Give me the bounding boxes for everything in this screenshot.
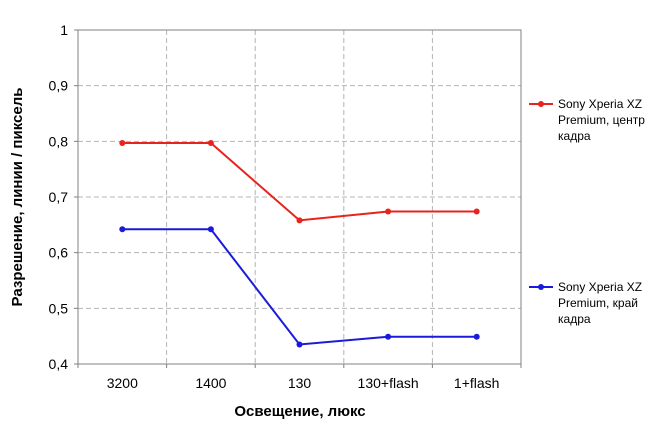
- data-point: [207, 140, 214, 147]
- series-1: [119, 140, 480, 224]
- x-axis: 3200 1400 130 130+flash 1+flash: [77, 364, 522, 391]
- y-tick-label: 0,7: [49, 189, 69, 205]
- x-tick-label: 3200: [107, 375, 138, 391]
- data-point: [385, 333, 392, 340]
- x-tick-label: 130: [288, 375, 312, 391]
- y-tick-label: 0,9: [49, 78, 69, 94]
- series-line: [122, 228, 477, 346]
- legend-label: кадра: [558, 129, 591, 143]
- data-point: [473, 333, 480, 340]
- data-point: [296, 341, 303, 348]
- legend-item-2: Sony Xperia XZ Premium, край кадра: [529, 280, 642, 326]
- legend-label: Premium, край: [558, 296, 638, 310]
- x-tick-label: 1400: [195, 375, 226, 391]
- y-tick-label: 1: [60, 22, 68, 38]
- data-point: [296, 217, 303, 224]
- y-tick-label: 0,8: [49, 133, 69, 149]
- series: [119, 140, 480, 348]
- data-point: [385, 208, 392, 215]
- y-tick-label: 0,6: [49, 245, 69, 261]
- y-tick-label: 0,5: [49, 300, 69, 316]
- x-tick-label: 130+flash: [358, 375, 419, 391]
- legend-swatch-marker: [538, 284, 544, 290]
- series-2: [119, 226, 480, 348]
- legend-label: Sony Xperia XZ: [558, 280, 642, 294]
- y-tick-label: 0,4: [49, 356, 69, 372]
- x-axis-title: Освещение, люкс: [234, 403, 365, 420]
- series-line: [122, 142, 477, 222]
- grid: [78, 30, 521, 364]
- legend-swatch-marker: [538, 101, 544, 107]
- x-tick-label: 1+flash: [454, 375, 500, 391]
- legend-label: Premium, центр: [558, 113, 645, 127]
- data-point: [119, 226, 126, 233]
- data-point: [473, 208, 480, 215]
- y-axis-title: Разрешение, линии / пиксель: [9, 88, 26, 307]
- legend-label: Sony Xperia XZ: [558, 97, 642, 111]
- legend-label: кадра: [558, 312, 591, 326]
- data-point: [119, 140, 126, 147]
- y-axis: 0,4 0,5 0,6 0,7 0,8 0,9 1: [49, 22, 78, 372]
- data-point: [207, 226, 214, 233]
- legend-item-1: Sony Xperia XZ Premium, центр кадра: [529, 97, 645, 143]
